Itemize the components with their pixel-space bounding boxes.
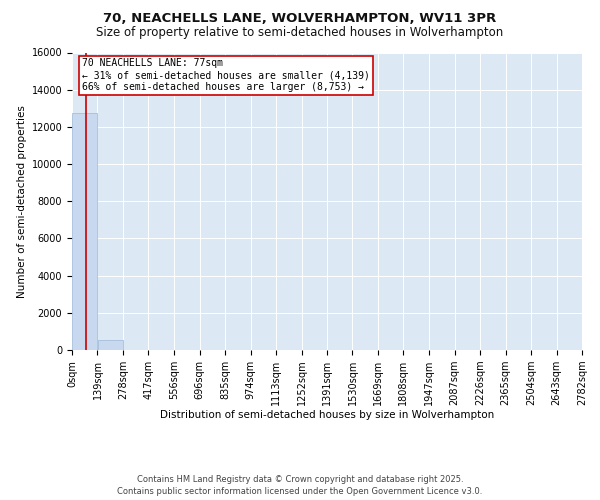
Bar	[72, 113, 97, 350]
Y-axis label: Number of semi-detached properties: Number of semi-detached properties	[17, 105, 28, 298]
X-axis label: Distribution of semi-detached houses by size in Wolverhampton: Distribution of semi-detached houses by …	[160, 410, 494, 420]
Text: Contains HM Land Registry data © Crown copyright and database right 2025.
Contai: Contains HM Land Registry data © Crown c…	[118, 475, 482, 496]
Text: 70, NEACHELLS LANE, WOLVERHAMPTON, WV11 3PR: 70, NEACHELLS LANE, WOLVERHAMPTON, WV11 …	[103, 12, 497, 26]
Text: Size of property relative to semi-detached houses in Wolverhampton: Size of property relative to semi-detach…	[97, 26, 503, 39]
Bar	[98, 340, 123, 350]
Text: 70 NEACHELLS LANE: 77sqm
← 31% of semi-detached houses are smaller (4,139)
66% o: 70 NEACHELLS LANE: 77sqm ← 31% of semi-d…	[82, 58, 370, 92]
